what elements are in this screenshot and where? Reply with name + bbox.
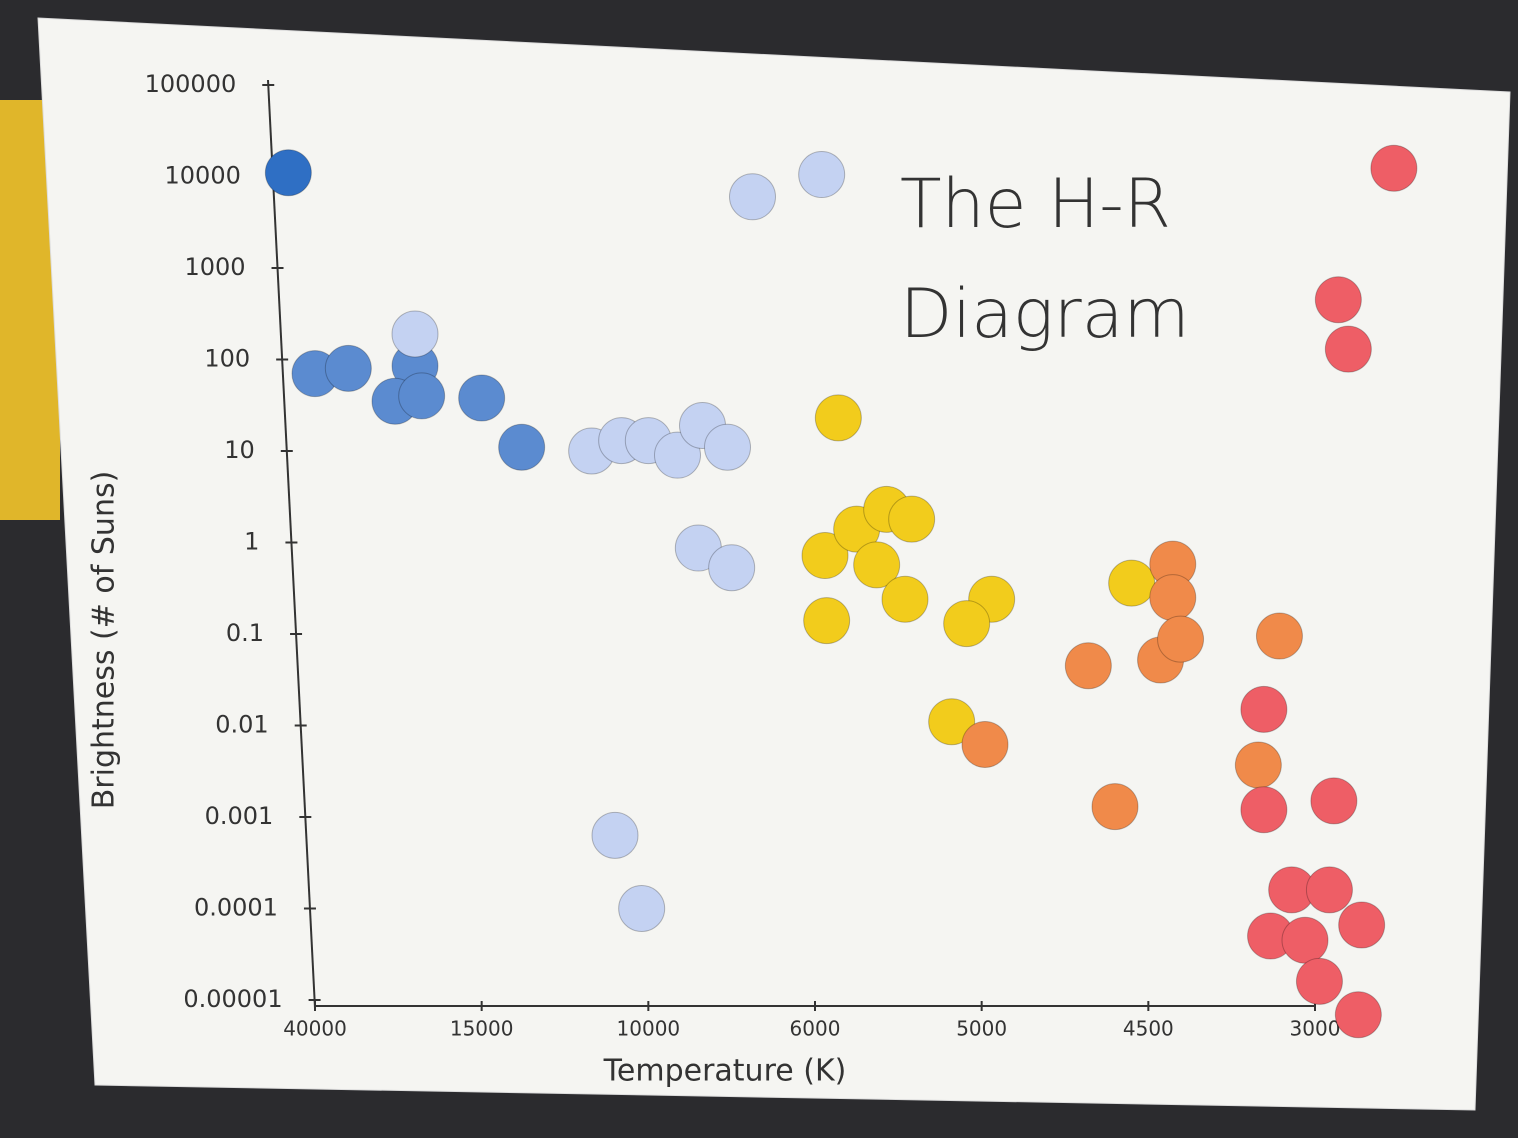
star-point [1064, 642, 1112, 690]
star-point [1370, 144, 1418, 192]
star-point [1314, 276, 1362, 324]
star-point [1157, 615, 1205, 663]
x-tick-label: 6000 [790, 1017, 841, 1041]
star-point [729, 173, 776, 221]
y-tick-label: 0.1 [226, 619, 264, 647]
y-tick-label: 0.001 [205, 802, 274, 830]
y-tick-label: 0.00001 [183, 985, 282, 1013]
y-tick-label: 0.01 [215, 711, 268, 739]
star-point [1338, 901, 1386, 949]
star-point [1324, 325, 1372, 373]
star-point [458, 374, 506, 422]
star-point [1305, 866, 1353, 914]
star-point [1334, 991, 1382, 1039]
poster [37, 17, 1511, 1111]
star-point [1295, 957, 1343, 1005]
star-point [618, 885, 666, 932]
star-point [961, 720, 1009, 768]
star-point [704, 423, 751, 471]
y-axis-label: Brightness (# of Suns) [87, 471, 122, 810]
star-point [1108, 559, 1156, 607]
y-tick-label: 10 [224, 436, 255, 464]
y-tick-label: 100 [204, 345, 250, 373]
star-point [943, 600, 991, 648]
chart-title: The H-R Diagram [900, 165, 1190, 354]
star-point [1240, 685, 1288, 733]
y-tick-label: 1000 [184, 253, 245, 281]
star-point [853, 541, 901, 589]
star-point [708, 544, 756, 592]
star-point [1310, 777, 1358, 825]
star-point [1255, 612, 1303, 660]
star-point [398, 372, 446, 420]
star-point [803, 597, 851, 645]
x-tick-label: 15000 [450, 1017, 514, 1041]
star-point [1281, 916, 1329, 964]
x-tick-label: 5000 [956, 1017, 1007, 1041]
star-point [798, 151, 846, 199]
star-point [1091, 783, 1139, 831]
star-point [264, 149, 312, 197]
star-point [1149, 574, 1197, 622]
star-point [498, 423, 546, 471]
star-point [814, 394, 862, 442]
y-tick-label: 0.0001 [194, 894, 278, 922]
x-tick-label: 3000 [1290, 1017, 1341, 1041]
y-axis [267, 79, 316, 1009]
x-tick-label: 10000 [617, 1017, 681, 1041]
x-tick-label: 40000 [283, 1017, 347, 1041]
star-point [801, 532, 849, 580]
x-tick-label: 4500 [1123, 1017, 1174, 1041]
star-point [928, 698, 976, 746]
star-point [591, 811, 639, 859]
y-tick-label: 1 [244, 528, 259, 556]
x-axis-label: Temperature (K) [603, 1054, 847, 1089]
star-point [391, 310, 439, 358]
star-point [881, 575, 929, 623]
star-point [888, 495, 936, 543]
star-point [1234, 741, 1282, 789]
y-tick-label: 10000 [165, 162, 241, 190]
y-tick-label: 100000 [145, 70, 237, 98]
star-point [324, 344, 372, 392]
star-point [1240, 786, 1288, 834]
